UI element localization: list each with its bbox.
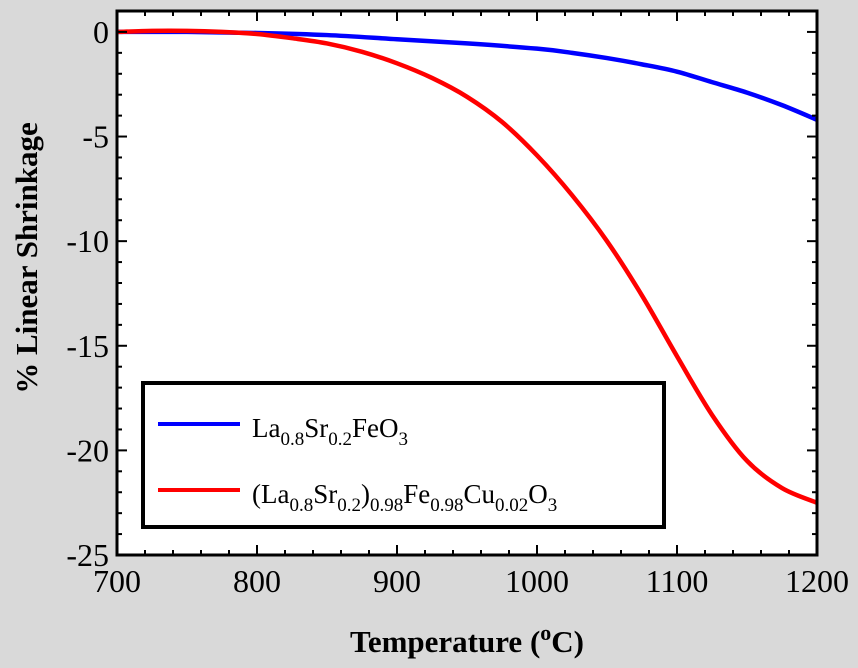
x-tick-label: 1000 <box>505 563 569 599</box>
legend-box <box>141 381 666 529</box>
x-tick-label: 800 <box>233 563 281 599</box>
x-tick-label: 1200 <box>785 563 849 599</box>
legend-label-lsf: La0.8Sr0.2FeO3 <box>252 413 408 450</box>
legend-label-lsfc: (La0.8Sr0.2)0.98Fe0.98Cu0.02O3 <box>252 479 557 516</box>
series-line-1 <box>116 28 818 505</box>
x-axis-title-superscript: o <box>540 620 551 645</box>
axis-ticks <box>116 10 818 556</box>
x-tick-label: 700 <box>93 563 141 599</box>
y-tick-label: -10 <box>66 223 109 259</box>
y-tick-label: -5 <box>82 119 109 155</box>
y-tick-label: -25 <box>66 537 109 573</box>
x-tick-label: 1100 <box>646 563 709 599</box>
y-tick-label: 0 <box>93 14 109 50</box>
y-tick-label: -15 <box>66 328 109 364</box>
x-tick-label: 900 <box>373 563 421 599</box>
legend: La0.8Sr0.2FeO3 (La0.8Sr0.2)0.98Fe0.98Cu0… <box>141 381 666 529</box>
tick-labels: 700 800 900 1000 1100 1200 0 -5 -10 -15 -20 -25 <box>66 14 849 599</box>
y-tick-label: -20 <box>66 432 109 468</box>
y-axis-title: % Linear Shrinkage <box>9 122 44 394</box>
series-layer <box>116 28 818 505</box>
x-axis-title: Temperature (oC) <box>350 620 584 660</box>
